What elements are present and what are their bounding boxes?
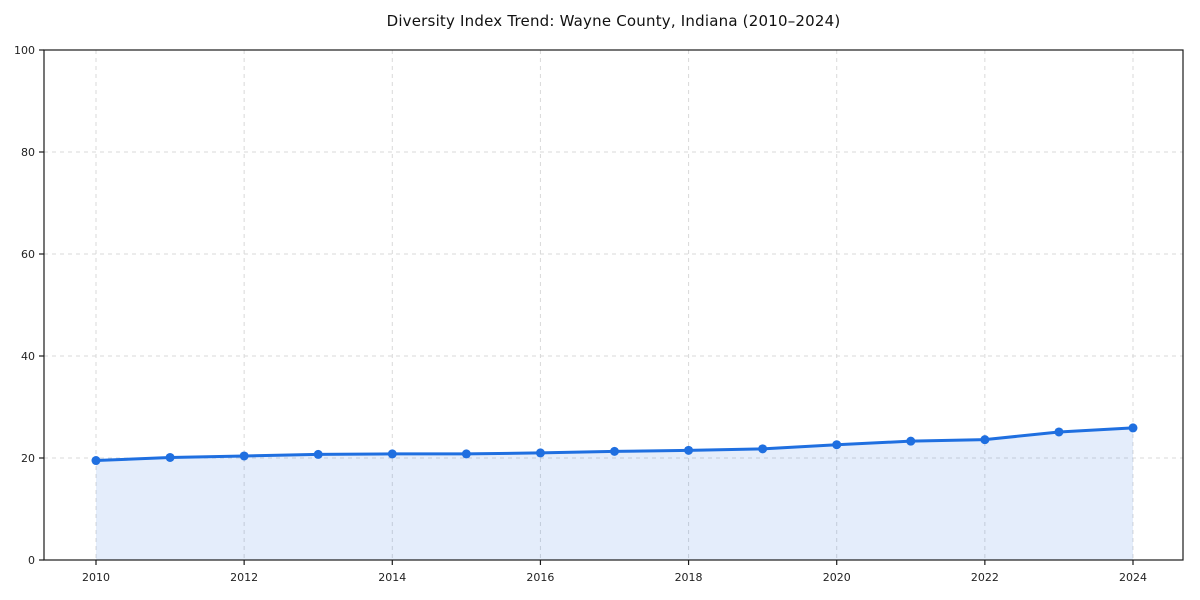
- x-tick-label: 2020: [823, 571, 851, 584]
- data-point: [906, 436, 916, 446]
- data-point: [239, 451, 249, 461]
- x-tick-label: 2024: [1119, 571, 1147, 584]
- y-axis: 0 20 40 60 80 100: [14, 44, 44, 567]
- x-tick-label: 2012: [230, 571, 258, 584]
- area-fill: [96, 427, 1133, 560]
- chart-title: Diversity Index Trend: Wayne County, Ind…: [386, 12, 841, 30]
- y-tick-label: 60: [21, 248, 35, 261]
- x-axis: 2010 2012 2014 2016 2018 2020 2022 2024: [82, 560, 1147, 584]
- data-point: [1054, 427, 1064, 437]
- x-tick-label: 2018: [675, 571, 703, 584]
- x-tick-label: 2014: [378, 571, 406, 584]
- data-point: [535, 448, 545, 458]
- data-point: [461, 449, 471, 459]
- data-point: [313, 449, 323, 459]
- data-point: [832, 440, 842, 450]
- y-tick-label: 80: [21, 146, 35, 159]
- y-tick-label: 0: [28, 554, 35, 567]
- x-tick-label: 2022: [971, 571, 999, 584]
- data-point: [165, 452, 175, 462]
- data-point: [758, 444, 768, 454]
- x-tick-label: 2016: [526, 571, 554, 584]
- y-tick-label: 100: [14, 44, 35, 57]
- x-tick-label: 2010: [82, 571, 110, 584]
- y-tick-label: 40: [21, 350, 35, 363]
- y-tick-label: 20: [21, 452, 35, 465]
- data-point: [980, 435, 990, 445]
- data-point: [91, 456, 101, 466]
- data-point: [684, 445, 694, 455]
- data-point: [1128, 423, 1138, 433]
- plot-border: [43, 49, 1184, 561]
- data-point: [610, 446, 619, 456]
- data-point: [387, 449, 397, 459]
- data-points: [91, 423, 1138, 466]
